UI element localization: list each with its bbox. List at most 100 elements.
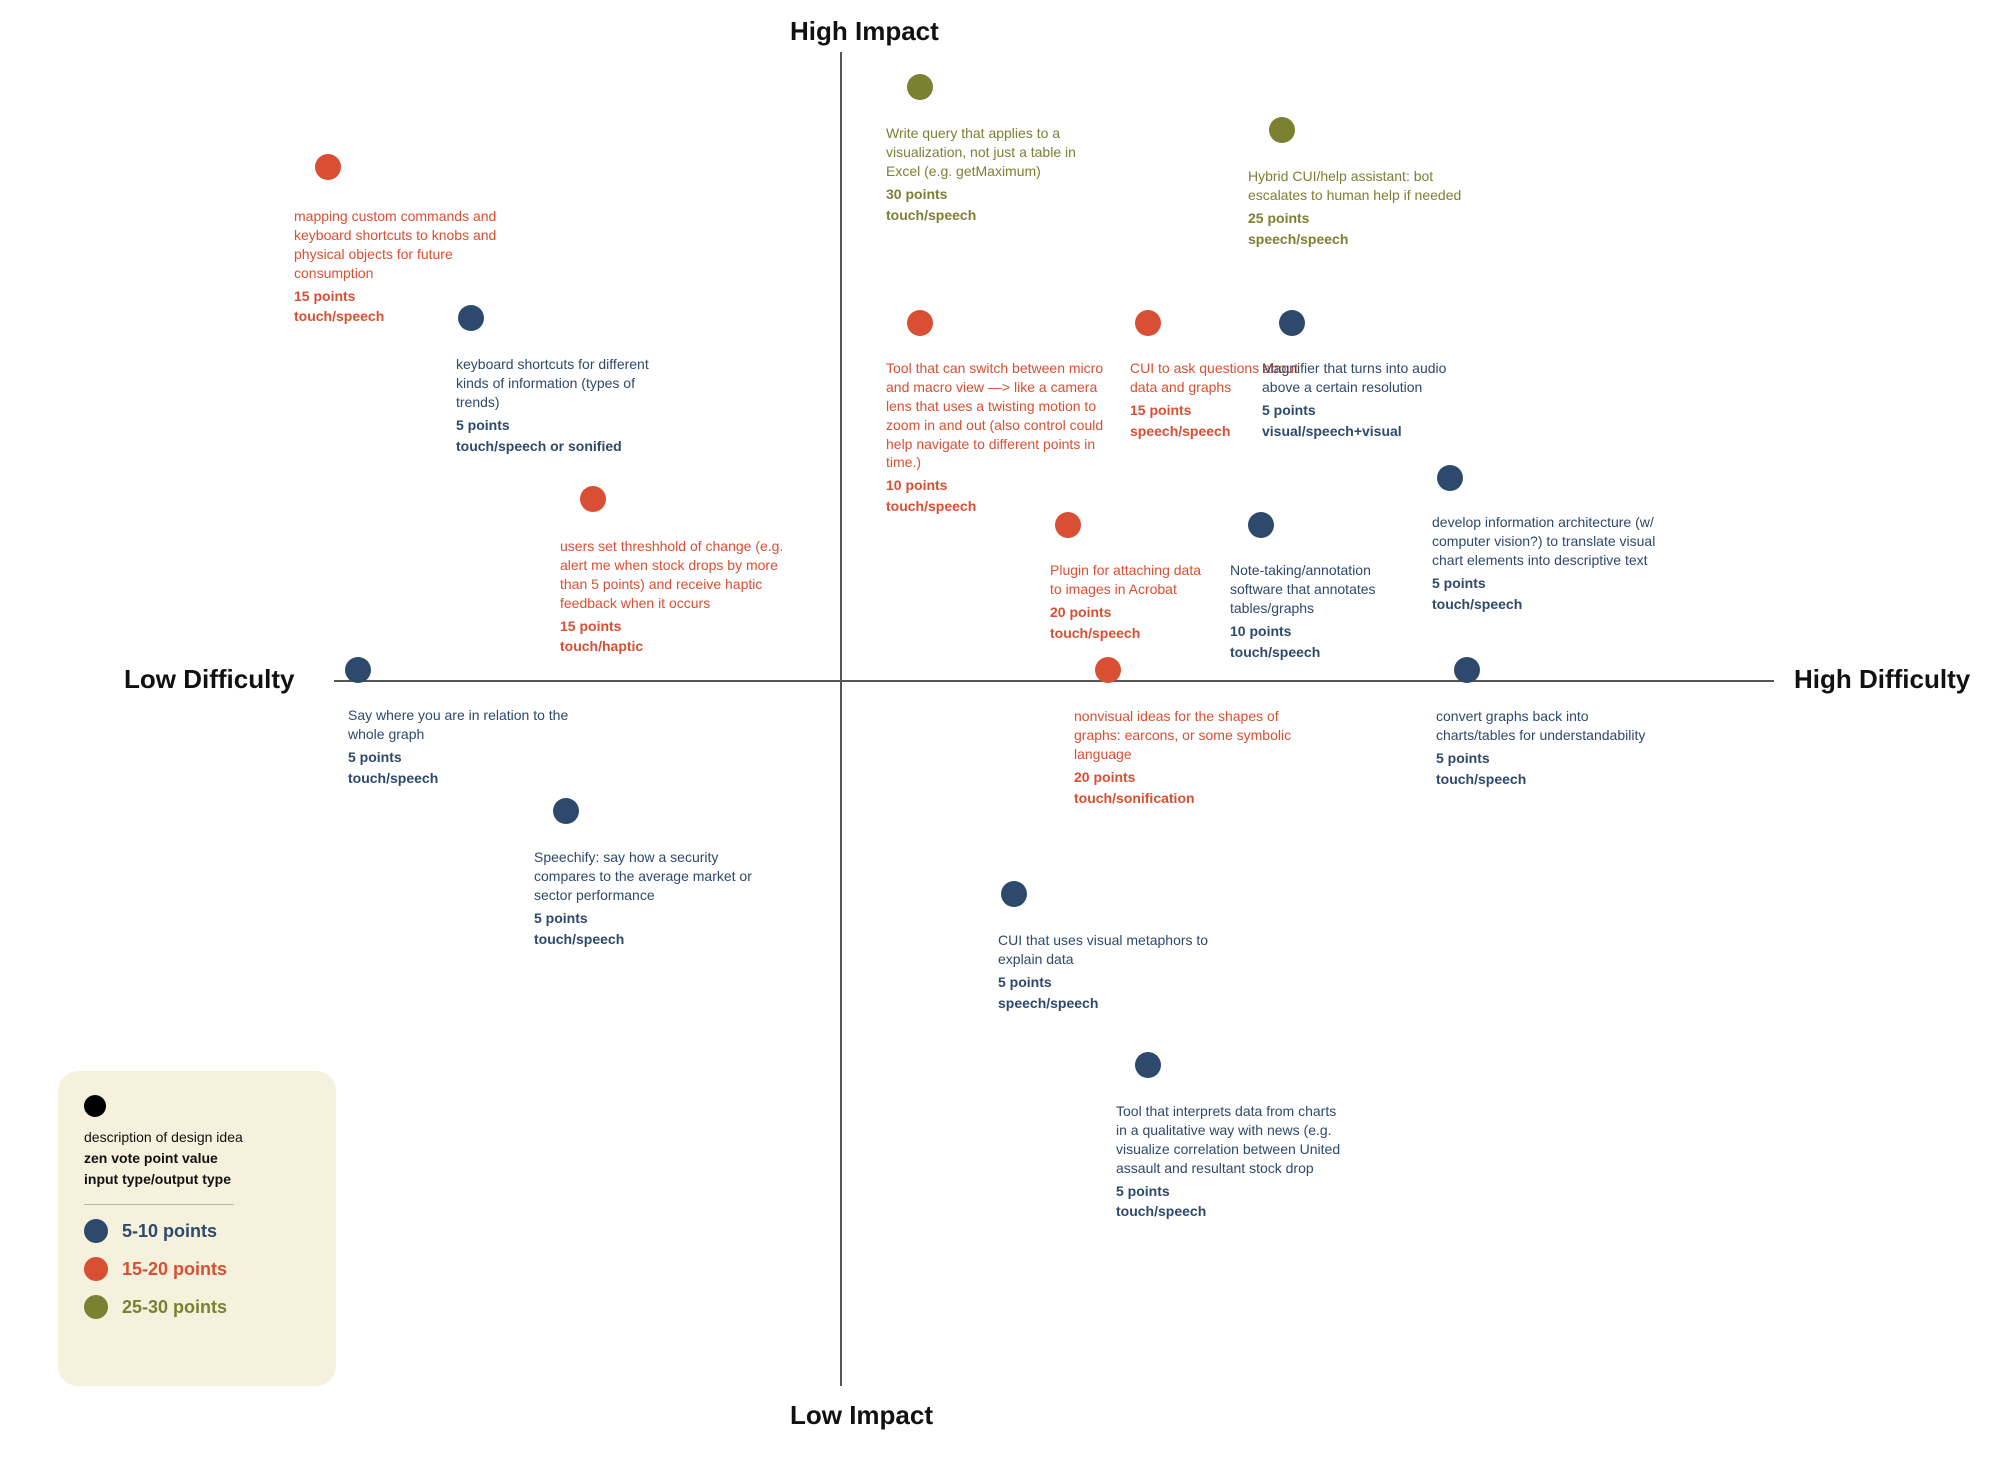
desc-keyboard-shortcuts-trends: keyboard shortcuts for different kinds o… <box>456 355 666 412</box>
label-hybrid-cui-help: Hybrid CUI/help assistant: bot escalates… <box>1248 167 1478 249</box>
points-info-architecture-cv: 5 points <box>1432 574 1667 593</box>
desc-speechify-compare: Speechify: say how a security compares t… <box>534 848 754 905</box>
dot-keyboard-shortcuts-trends <box>458 305 484 331</box>
axis-label-bottom: Low Impact <box>790 1400 933 1431</box>
label-threshold-of-change: users set threshhold of change (e.g. ale… <box>560 537 790 656</box>
label-cui-visual-metaphors: CUI that uses visual metaphors to explai… <box>998 931 1218 1013</box>
points-note-taking-annotation: 10 points <box>1230 622 1420 641</box>
io-cui-visual-metaphors: speech/speech <box>998 994 1218 1013</box>
points-acrobat-plugin: 20 points <box>1050 603 1215 622</box>
legend-swatch-2 <box>84 1295 108 1319</box>
io-hybrid-cui-help: speech/speech <box>1248 230 1478 249</box>
io-write-query-viz: touch/speech <box>886 206 1106 225</box>
dot-acrobat-plugin <box>1055 512 1081 538</box>
dot-speechify-compare <box>553 798 579 824</box>
dot-cui-ask-questions <box>1135 310 1161 336</box>
desc-threshold-of-change: users set threshhold of change (e.g. ale… <box>560 537 790 613</box>
label-qualitative-news-tool: Tool that interprets data from charts in… <box>1116 1102 1346 1221</box>
desc-cui-visual-metaphors: CUI that uses visual metaphors to explai… <box>998 931 1218 969</box>
desc-mapping-custom-commands: mapping custom commands and keyboard sho… <box>294 207 514 283</box>
legend-key-dot <box>84 1095 106 1117</box>
points-speechify-compare: 5 points <box>534 909 754 928</box>
desc-hybrid-cui-help: Hybrid CUI/help assistant: bot escalates… <box>1248 167 1478 205</box>
desc-qualitative-news-tool: Tool that interprets data from charts in… <box>1116 1102 1346 1178</box>
axis-label-top: High Impact <box>790 16 939 47</box>
points-mapping-custom-commands: 15 points <box>294 287 514 306</box>
legend-key-text: description of design ideazen vote point… <box>84 1127 310 1190</box>
legend-label-1: 15-20 points <box>122 1259 227 1280</box>
legend-divider <box>84 1204 234 1205</box>
label-magnifier-audio: Magnifier that turns into audio above a … <box>1262 359 1482 441</box>
points-nonvisual-earcons: 20 points <box>1074 768 1304 787</box>
points-convert-graphs-back: 5 points <box>1436 749 1646 768</box>
dot-magnifier-audio <box>1279 310 1305 336</box>
dot-mapping-custom-commands <box>315 154 341 180</box>
io-qualitative-news-tool: touch/speech <box>1116 1202 1346 1221</box>
label-speechify-compare: Speechify: say how a security compares t… <box>534 848 754 948</box>
dot-threshold-of-change <box>580 486 606 512</box>
io-threshold-of-change: touch/haptic <box>560 637 790 656</box>
io-say-where-you-are: touch/speech <box>348 769 578 788</box>
label-keyboard-shortcuts-trends: keyboard shortcuts for different kinds o… <box>456 355 666 455</box>
quadrant-canvas: High Impact Low Impact Low Difficulty High … <box>0 0 1999 1459</box>
dot-cui-visual-metaphors <box>1001 881 1027 907</box>
points-magnifier-audio: 5 points <box>1262 401 1482 420</box>
dot-hybrid-cui-help <box>1269 117 1295 143</box>
legend-swatch-1 <box>84 1257 108 1281</box>
desc-nonvisual-earcons: nonvisual ideas for the shapes of graphs… <box>1074 707 1304 764</box>
label-mapping-custom-commands: mapping custom commands and keyboard sho… <box>294 207 514 326</box>
io-acrobat-plugin: touch/speech <box>1050 624 1215 643</box>
io-note-taking-annotation: touch/speech <box>1230 643 1420 662</box>
label-nonvisual-earcons: nonvisual ideas for the shapes of graphs… <box>1074 707 1304 807</box>
legend-label-0: 5-10 points <box>122 1221 217 1242</box>
label-say-where-you-are: Say where you are in relation to the who… <box>348 706 578 788</box>
desc-note-taking-annotation: Note-taking/annotation software that ann… <box>1230 561 1420 618</box>
io-speechify-compare: touch/speech <box>534 930 754 949</box>
label-info-architecture-cv: develop information architecture (w/ com… <box>1432 513 1667 613</box>
dot-note-taking-annotation <box>1248 512 1274 538</box>
points-write-query-viz: 30 points <box>886 185 1106 204</box>
points-threshold-of-change: 15 points <box>560 617 790 636</box>
io-convert-graphs-back: touch/speech <box>1436 770 1646 789</box>
label-note-taking-annotation: Note-taking/annotation software that ann… <box>1230 561 1420 661</box>
points-say-where-you-are: 5 points <box>348 748 578 767</box>
points-qualitative-news-tool: 5 points <box>1116 1182 1346 1201</box>
dot-qualitative-news-tool <box>1135 1052 1161 1078</box>
io-keyboard-shortcuts-trends: touch/speech or sonified <box>456 437 666 456</box>
legend-label-2: 25-30 points <box>122 1297 227 1318</box>
desc-convert-graphs-back: convert graphs back into charts/tables f… <box>1436 707 1646 745</box>
legend-entry-1: 15-20 points <box>84 1257 310 1281</box>
desc-acrobat-plugin: Plugin for attaching data to images in A… <box>1050 561 1215 599</box>
desc-magnifier-audio: Magnifier that turns into audio above a … <box>1262 359 1482 397</box>
io-nonvisual-earcons: touch/sonification <box>1074 789 1304 808</box>
desc-info-architecture-cv: develop information architecture (w/ com… <box>1432 513 1667 570</box>
desc-micro-macro-tool: Tool that can switch between micro and m… <box>886 359 1121 472</box>
legend-entry-2: 25-30 points <box>84 1295 310 1319</box>
label-convert-graphs-back: convert graphs back into charts/tables f… <box>1436 707 1646 789</box>
label-acrobat-plugin: Plugin for attaching data to images in A… <box>1050 561 1215 643</box>
dot-micro-macro-tool <box>907 310 933 336</box>
io-magnifier-audio: visual/speech+visual <box>1262 422 1482 441</box>
points-keyboard-shortcuts-trends: 5 points <box>456 416 666 435</box>
points-hybrid-cui-help: 25 points <box>1248 209 1478 228</box>
dot-convert-graphs-back <box>1454 657 1480 683</box>
points-micro-macro-tool: 10 points <box>886 476 1121 495</box>
dot-write-query-viz <box>907 74 933 100</box>
desc-say-where-you-are: Say where you are in relation to the who… <box>348 706 578 744</box>
dot-nonvisual-earcons <box>1095 657 1121 683</box>
label-micro-macro-tool: Tool that can switch between micro and m… <box>886 359 1121 516</box>
label-write-query-viz: Write query that applies to a visualizat… <box>886 124 1106 224</box>
dot-info-architecture-cv <box>1437 465 1463 491</box>
io-info-architecture-cv: touch/speech <box>1432 595 1667 614</box>
dot-say-where-you-are <box>345 657 371 683</box>
axis-horizontal <box>334 680 1774 682</box>
points-cui-visual-metaphors: 5 points <box>998 973 1218 992</box>
legend-swatch-0 <box>84 1219 108 1243</box>
legend-entry-0: 5-10 points <box>84 1219 310 1243</box>
axis-vertical <box>840 52 842 1386</box>
desc-write-query-viz: Write query that applies to a visualizat… <box>886 124 1106 181</box>
axis-label-right: High Difficulty <box>1794 664 1970 695</box>
io-micro-macro-tool: touch/speech <box>886 497 1121 516</box>
axis-label-left: Low Difficulty <box>124 664 294 695</box>
legend: description of design ideazen vote point… <box>58 1071 336 1386</box>
